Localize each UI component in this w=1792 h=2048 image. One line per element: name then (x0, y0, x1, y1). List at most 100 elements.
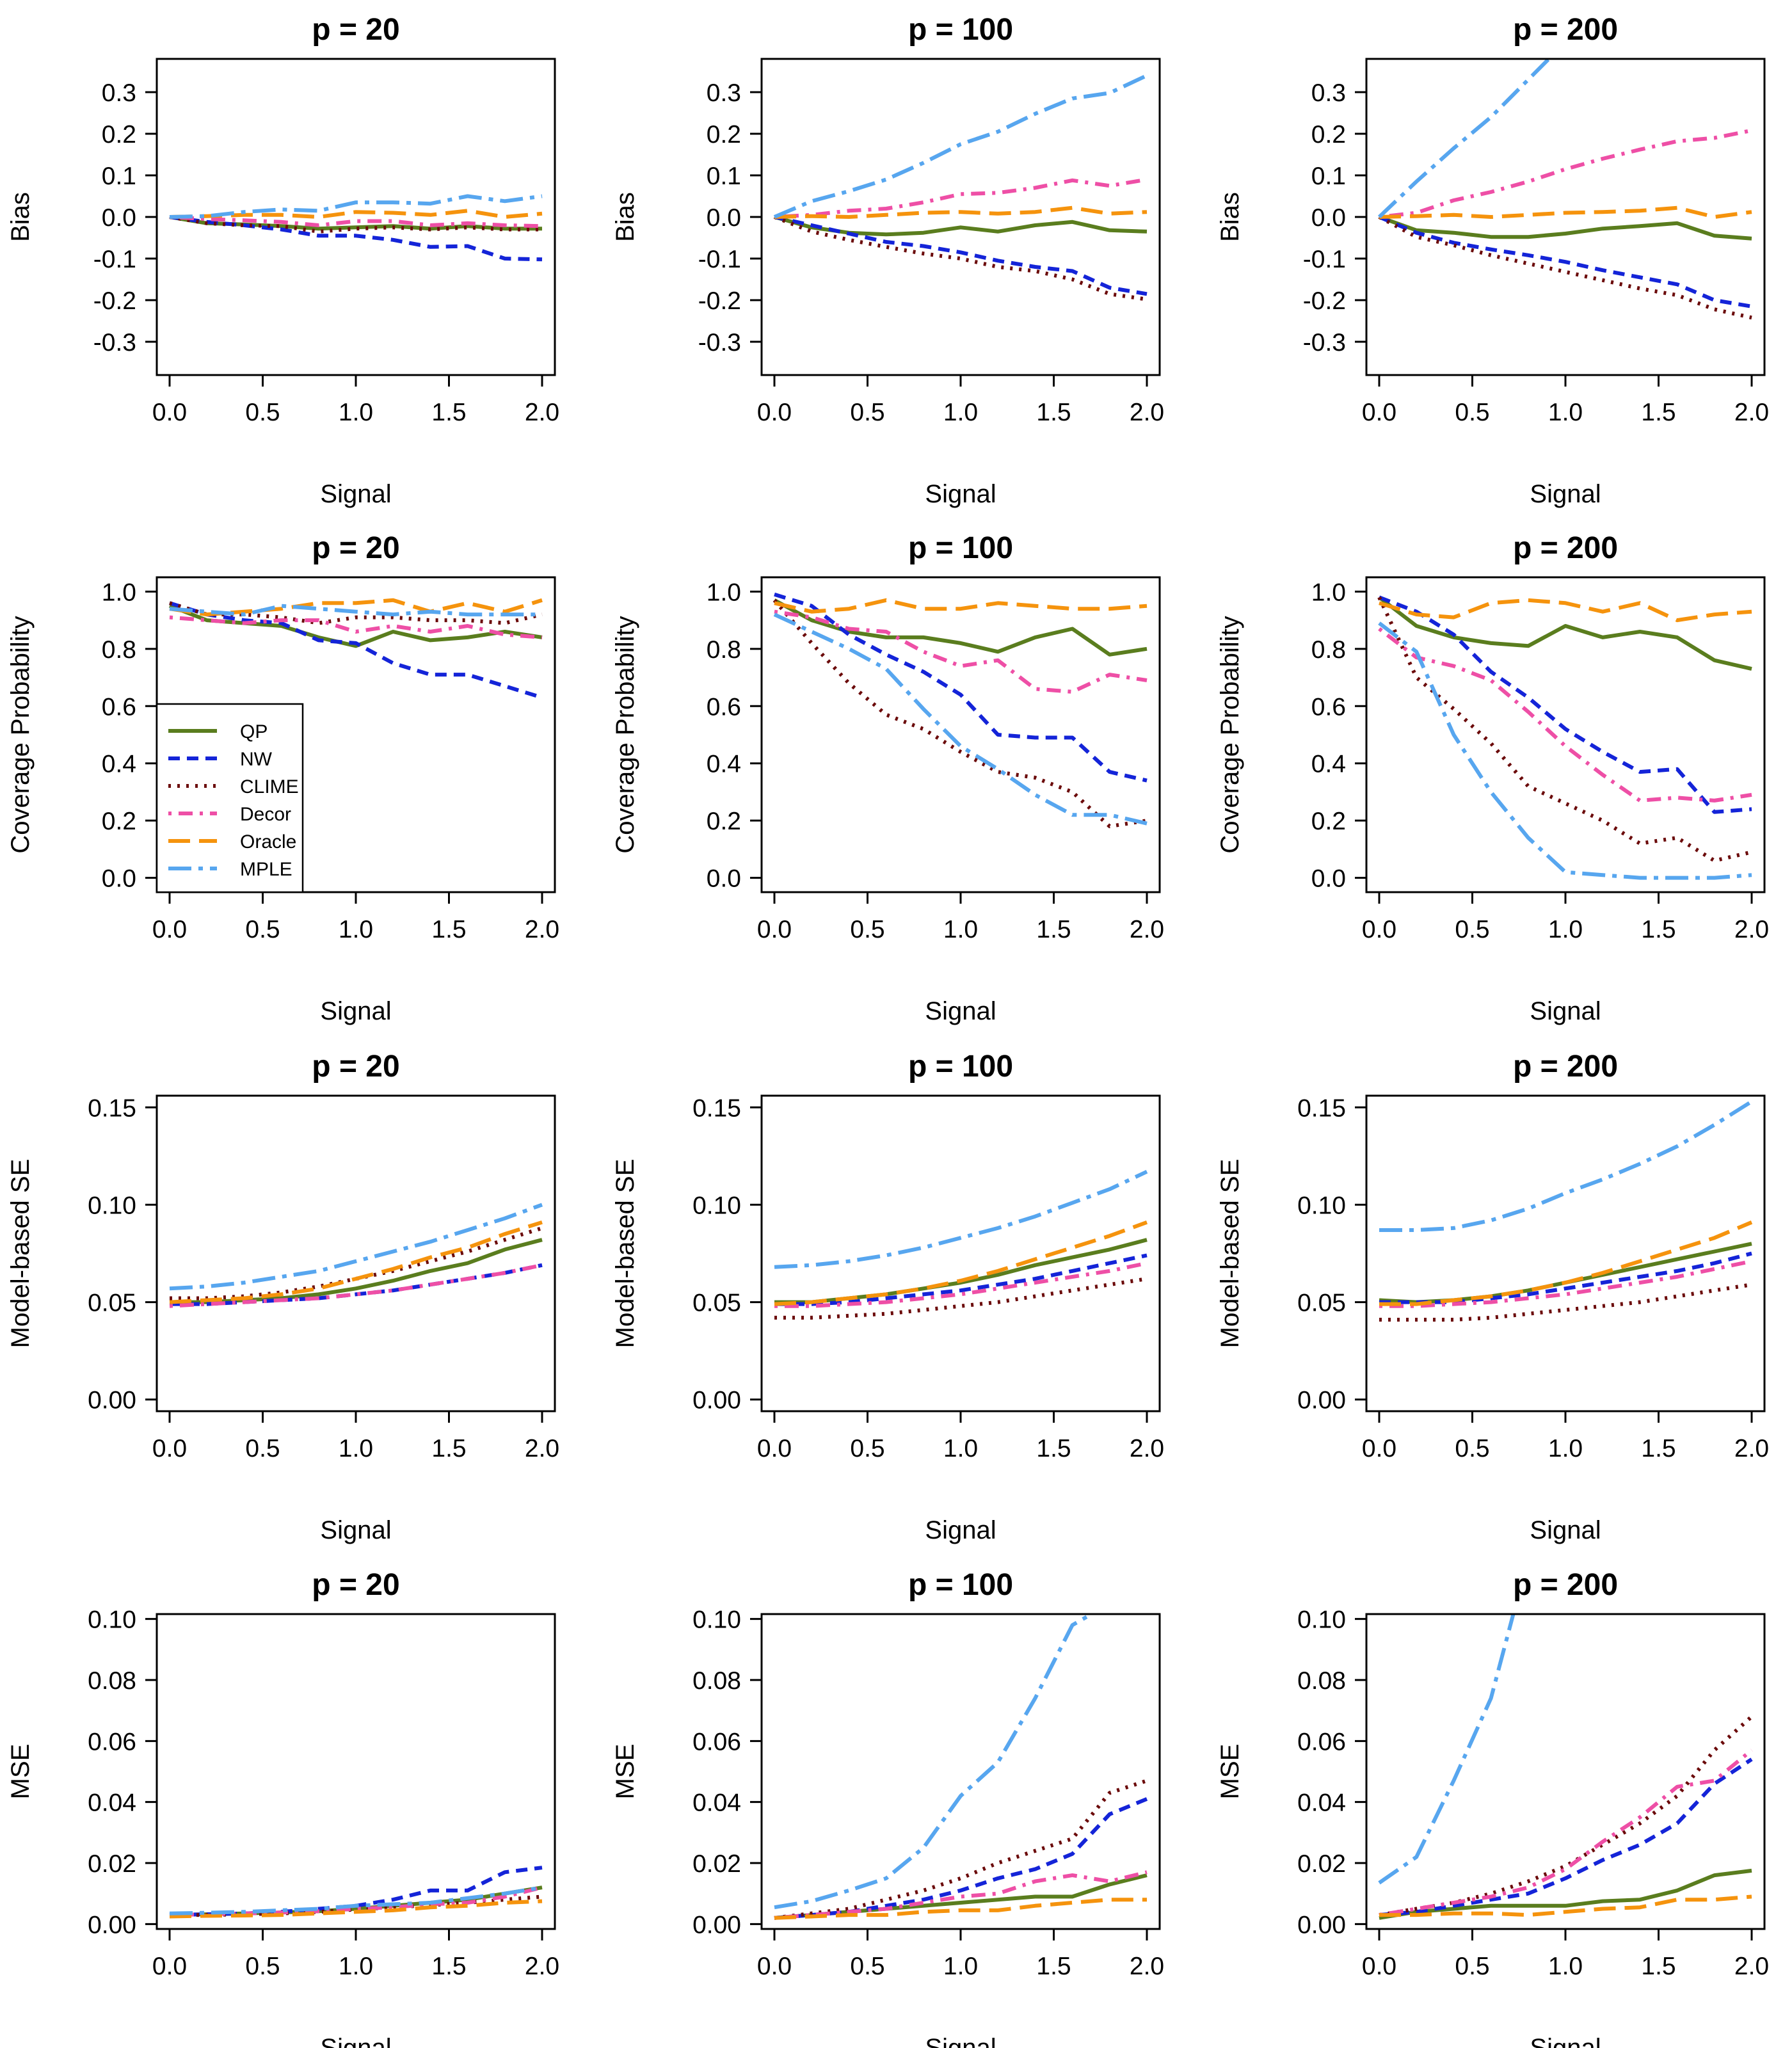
x-tick-label: 1.0 (339, 399, 373, 426)
y-tick-label: -0.2 (93, 287, 136, 315)
series-line-oracle (169, 1899, 543, 1919)
y-tick-label: 0.05 (1297, 1290, 1346, 1317)
x-tick-label: 0.0 (757, 1953, 792, 1980)
x-axis-label: Signal (1530, 2034, 1601, 2048)
y-tick-label: 0.04 (88, 1789, 136, 1817)
y-tick-label: 0.0 (1311, 204, 1346, 232)
y-tick-label: -0.3 (698, 329, 741, 356)
x-tick-label: 1.5 (1036, 916, 1071, 943)
series-line-mple (1377, 59, 1552, 219)
y-axis-label: Model-based SE (611, 1159, 639, 1348)
series-line-oracle (774, 598, 1148, 614)
x-tick-label: 0.5 (1455, 1435, 1489, 1462)
series-line-mple (773, 612, 1148, 826)
y-tick-label: 0.1 (102, 163, 136, 190)
panel-title: p = 100 (908, 13, 1013, 47)
y-tick-label: 0.00 (692, 1387, 741, 1414)
y-tick-label: -0.1 (1303, 246, 1346, 273)
y-tick-label: 0.2 (1311, 808, 1346, 835)
panel-se-p200: p = 200 0.0 0.5 1.0 1.5 2.0 Signal 0.00 0.05 0.10… (1216, 1050, 1769, 1544)
x-tick-label: 2.0 (525, 916, 559, 943)
y-tick-label: 0.10 (88, 1606, 136, 1634)
x-tick-label: 2.0 (1734, 1435, 1769, 1462)
y-tick-label: 0.15 (1297, 1094, 1346, 1122)
y-axis-label: Bias (1216, 192, 1244, 242)
panel-se-p20: p = 20 0.0 0.5 1.0 1.5 2.0 Signal 0.00 0.05 0.10 0… (6, 1050, 559, 1544)
x-tick-label: 0.0 (757, 399, 792, 426)
x-tick-label: 1.0 (1548, 1953, 1583, 1980)
panel-title: p = 20 (312, 1050, 399, 1084)
series-line-qp (773, 598, 1148, 657)
panel-mse-p200: p = 200 0.0 0.5 1.0 1.5 2.0 Signal 0.00 0.02 0.04… (1216, 1568, 1769, 2048)
y-tick-label: 0.0 (102, 865, 136, 893)
y-tick-label: 0.00 (1297, 1911, 1346, 1939)
y-tick-label: 0.10 (1297, 1606, 1346, 1634)
y-axis-label: Coverage Probability (611, 616, 639, 853)
x-axis-label: Signal (925, 997, 996, 1025)
y-tick-label: 1.0 (102, 579, 136, 606)
y-tick-label: 0.08 (1297, 1667, 1346, 1695)
y-tick-label: 0.0 (1311, 865, 1346, 893)
x-tick-label: 0.5 (1455, 1953, 1489, 1980)
x-tick-label: 0.5 (850, 399, 884, 426)
x-tick-label: 1.0 (1548, 1435, 1583, 1462)
y-tick-label: 0.10 (692, 1606, 741, 1634)
y-tick-label: 0.00 (692, 1911, 741, 1939)
series-line-clime (772, 598, 1148, 829)
x-tick-label: 2.0 (1130, 1953, 1164, 1980)
series-group (1379, 1100, 1753, 1322)
y-tick-label: 0.8 (707, 636, 741, 664)
legend-label-oracle: Oracle (240, 831, 296, 852)
series-line-nw (170, 1263, 543, 1306)
y-tick-label: 0.6 (1311, 693, 1346, 721)
x-axis-label: Signal (320, 1516, 391, 1544)
x-tick-label: 1.0 (943, 916, 978, 943)
y-tick-label: 0.2 (707, 808, 741, 835)
y-tick-label: 0.2 (707, 121, 741, 148)
x-tick-label: 1.5 (431, 916, 466, 943)
x-axis-label: Signal (1530, 1516, 1601, 1544)
series-line-mple (774, 1614, 1096, 1910)
series-line-decor (774, 609, 1148, 694)
series-group (169, 1203, 543, 1308)
y-tick-label: 0.02 (1297, 1850, 1346, 1878)
panel-title: p = 200 (1513, 13, 1618, 47)
series-line-nw (774, 592, 1148, 783)
series-line-nw (1378, 215, 1752, 308)
series-line-qp (1378, 215, 1752, 241)
y-tick-label: 0.2 (102, 121, 136, 148)
series-line-clime (1377, 596, 1752, 863)
x-tick-label: 0.0 (1362, 1435, 1396, 1462)
panel-coverage-p200: p = 200 0.0 0.5 1.0 1.5 2.0 Signal 0.0 0.2 0.4 0.6… (1216, 531, 1769, 1025)
x-tick-label: 1.5 (1641, 399, 1676, 426)
y-tick-label: 0.04 (1297, 1789, 1346, 1817)
y-tick-label: 0.8 (102, 636, 136, 664)
series-line-oracle (774, 1220, 1148, 1306)
series-line-oracle (169, 209, 543, 219)
x-tick-label: 0.0 (1362, 1953, 1396, 1980)
x-tick-label: 2.0 (1130, 1435, 1164, 1462)
y-tick-label: 0.6 (102, 693, 136, 721)
y-tick-label: 0.0 (707, 865, 741, 893)
x-axis-label: Signal (925, 480, 996, 508)
x-tick-label: 1.0 (339, 916, 373, 943)
y-axis-label: Coverage Probability (6, 616, 35, 853)
panel-title: p = 100 (908, 1050, 1013, 1084)
x-tick-label: 0.5 (850, 1435, 884, 1462)
x-tick-label: 0.5 (850, 1953, 884, 1980)
series-line-decor (169, 615, 543, 639)
x-tick-label: 0.5 (245, 1953, 280, 1980)
x-tick-label: 1.5 (431, 399, 466, 426)
series-line-mple (169, 194, 543, 219)
series-line-oracle (169, 1220, 543, 1304)
legend-box (156, 703, 304, 893)
x-axis-label: Signal (320, 997, 391, 1025)
y-tick-label: 0.0 (707, 204, 741, 232)
y-tick-label: 0.3 (1311, 79, 1346, 107)
y-tick-label: 0.00 (88, 1911, 136, 1939)
series-line-nw (774, 1253, 1148, 1306)
legend: QP NW CLIME Decor Oracle MPLE (156, 703, 304, 893)
x-axis-label: Signal (925, 2034, 996, 2048)
x-tick-label: 0.0 (152, 916, 187, 943)
y-tick-label: 0.4 (707, 751, 741, 778)
